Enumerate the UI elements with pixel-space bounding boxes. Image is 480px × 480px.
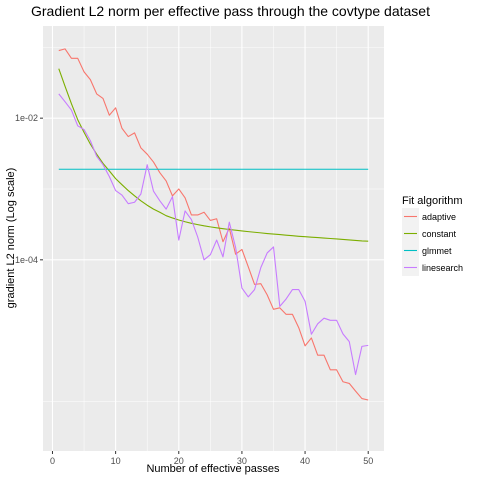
axes: 0 10 20 30 40 50 1e-04 1e-02 — [15, 113, 373, 466]
x-axis-title: Number of effective passes — [146, 463, 280, 475]
x-tick-label: 20 — [174, 456, 184, 466]
x-tick-label: 10 — [111, 456, 121, 466]
y-tick-label: 1e-02 — [15, 113, 38, 123]
series-lines — [58, 48, 369, 401]
legend-label-constant: constant — [422, 229, 457, 239]
x-tick-label: 40 — [300, 456, 310, 466]
legend: Fit algorithm adaptive constant glmmet line… — [402, 195, 463, 276]
legend-label-adaptive: adaptive — [422, 212, 456, 222]
series-line-constant — [58, 68, 369, 242]
grid-lines — [43, 26, 384, 451]
chart-title: Gradient L2 norm per effective pass thro… — [31, 3, 430, 19]
legend-label-glmmet: glmmet — [422, 246, 452, 256]
x-tick-label: 50 — [363, 456, 373, 466]
series-line-linesearch — [58, 93, 369, 376]
x-tick-label: 0 — [50, 456, 55, 466]
y-axis-title: gradient L2 norm (Log scale) — [5, 168, 17, 309]
legend-title: Fit algorithm — [402, 195, 463, 207]
series-line-adaptive — [58, 48, 369, 401]
x-tick-label: 30 — [237, 456, 247, 466]
y-tick-label: 1e-04 — [15, 255, 38, 265]
legend-label-linesearch: linesearch — [422, 263, 463, 273]
